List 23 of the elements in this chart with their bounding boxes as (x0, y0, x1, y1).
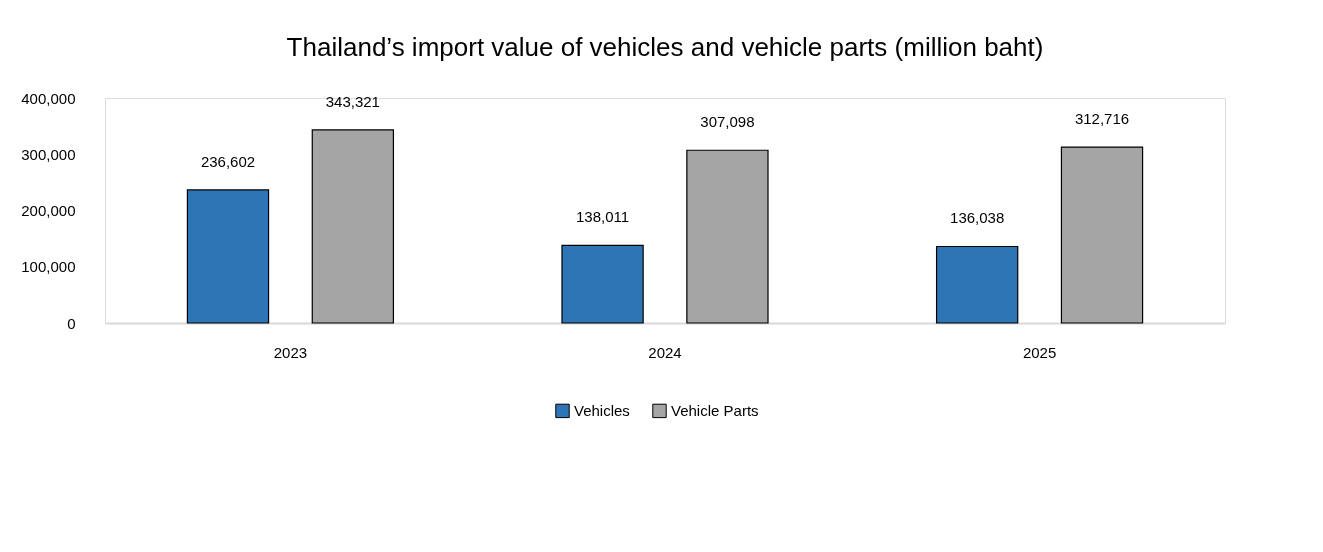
data-label: 343,321 (325, 92, 380, 110)
bar (935, 245, 1019, 324)
data-label: 307,098 (700, 113, 755, 131)
bar (1060, 146, 1144, 324)
y-tick-label: 400,000 (21, 89, 76, 107)
data-label: 138,011 (576, 208, 630, 226)
y-tick-label: 100,000 (21, 258, 76, 276)
x-tick-label: 2023 (273, 343, 308, 361)
x-tick-label: 2024 (648, 343, 682, 361)
y-tick-label: 300,000 (21, 145, 76, 163)
y-tick-label: 0 (67, 314, 76, 332)
bar (686, 149, 769, 324)
legend-label: Vehicle Parts (671, 401, 759, 419)
bar (311, 129, 395, 324)
bar (186, 189, 270, 324)
chart-title: Thailand’s import value of vehicles and vehicle parts (million baht) (286, 32, 1044, 62)
x-tick-label: 2025 (1022, 343, 1057, 361)
bar (561, 244, 644, 324)
y-tick-label: 200,000 (21, 202, 76, 219)
data-label: 312,716 (1074, 110, 1130, 128)
data-label: 136,038 (950, 209, 1005, 227)
data-label: 236,602 (200, 152, 256, 170)
legend-label: Vehicles (574, 401, 630, 419)
